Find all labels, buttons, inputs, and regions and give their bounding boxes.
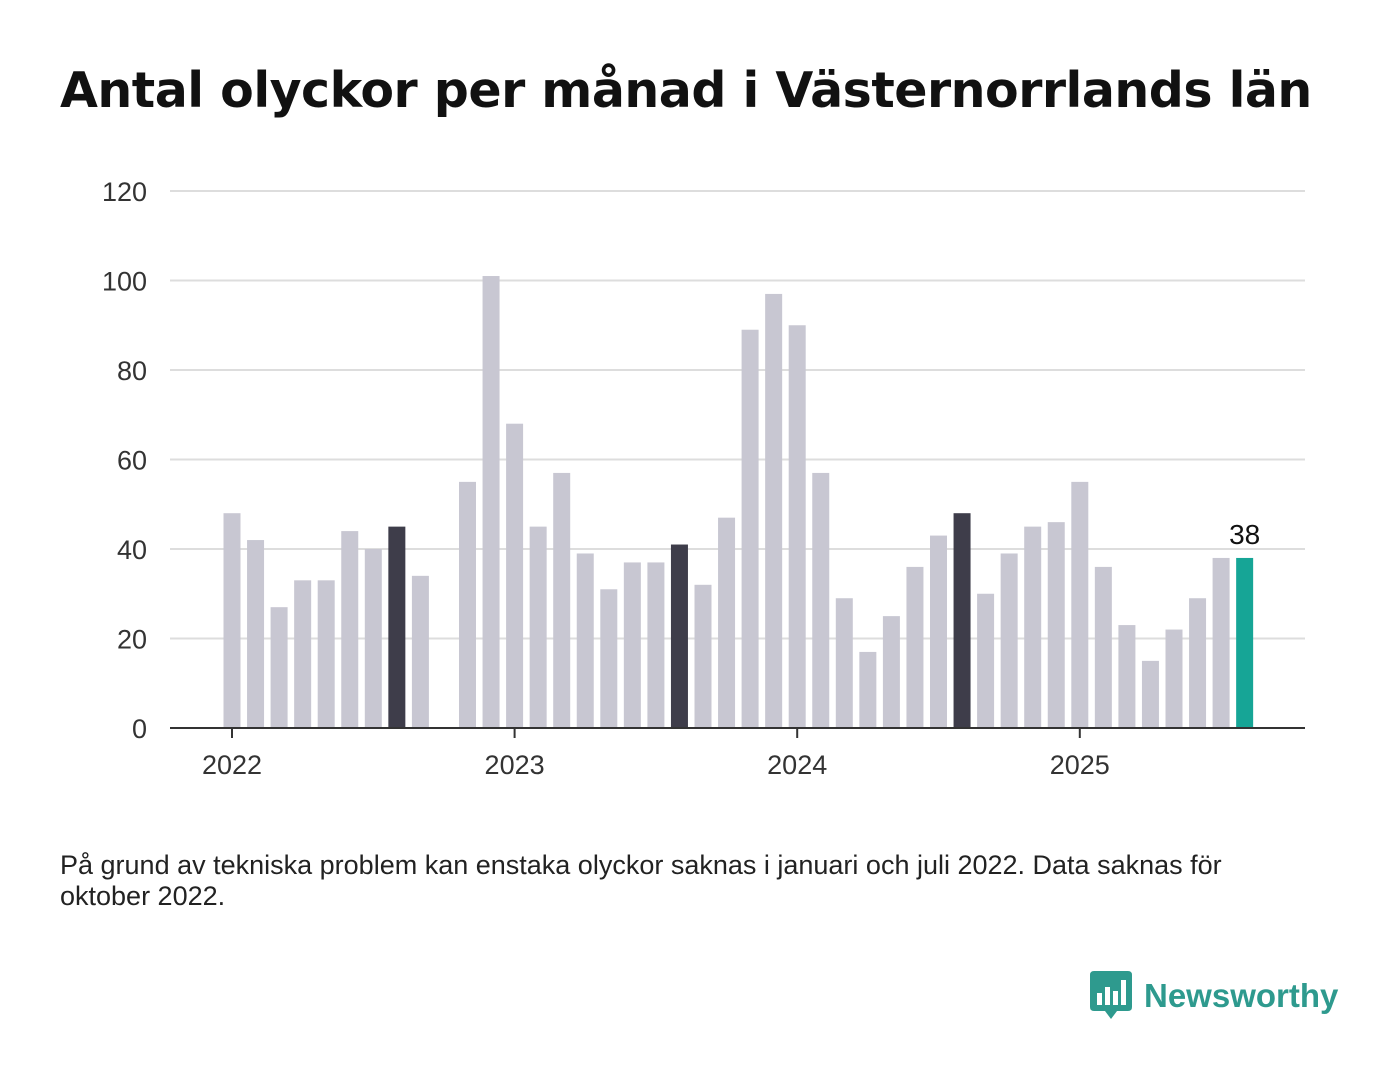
chart-title: Antal olyckor per månad i Västernorrland… — [60, 62, 1312, 119]
bar-2023-02 — [529, 526, 547, 728]
bar-2025-06 — [1189, 598, 1207, 728]
bars — [223, 276, 1254, 728]
bar-2024-04 — [859, 651, 877, 728]
y-tick-label: 0 — [132, 714, 147, 744]
bar-2024-01 — [788, 325, 806, 728]
bar-2022-06 — [341, 531, 359, 728]
bar-chart: 0 20 40 60 80 100 120 2022 2023 2024 2025 38 — [102, 177, 1305, 780]
y-tick-label: 100 — [102, 267, 147, 297]
bar-2023-12 — [765, 293, 783, 728]
bar-2023-08 — [670, 544, 688, 728]
bar-2023-06 — [623, 562, 641, 728]
bar-2024-05 — [882, 616, 900, 728]
gridlines — [170, 190, 1305, 640]
x-tick-label: 2023 — [485, 750, 545, 780]
bar-2022-11 — [459, 481, 476, 728]
bar-2023-07 — [647, 562, 665, 728]
bar-2025-03 — [1118, 625, 1136, 728]
bar-2024-08 — [953, 513, 971, 728]
bar-2024-09 — [977, 593, 995, 728]
bar-2024-02 — [812, 472, 830, 728]
footnote: På grund av tekniska problem kan enstaka… — [60, 850, 1222, 911]
newsworthy-logo: Newsworthy — [1090, 970, 1338, 1022]
x-tick-label: 2025 — [1050, 750, 1110, 780]
bar-2023-10 — [718, 517, 736, 728]
y-tick-label: 40 — [117, 535, 147, 565]
bar-2024-10 — [1000, 553, 1018, 728]
x-tick-label: 2024 — [767, 750, 827, 780]
bar-2023-01 — [506, 423, 524, 728]
x-tick-label: 2022 — [202, 750, 262, 780]
bar-2023-03 — [553, 472, 571, 728]
bar-2022-01 — [223, 513, 241, 728]
bar-2024-12 — [1047, 522, 1065, 728]
y-tick-label: 60 — [117, 446, 147, 476]
bar-2022-12 — [482, 276, 500, 728]
axes: 0 20 40 60 80 100 120 2022 2023 2024 2025 — [102, 177, 1305, 780]
bar-2022-05 — [317, 580, 335, 728]
bar-2022-07 — [364, 549, 382, 728]
bar-2022-08 — [388, 526, 406, 728]
bar-2025-01 — [1071, 481, 1089, 728]
bar-2024-07 — [930, 535, 947, 728]
y-tick-label: 120 — [102, 177, 147, 207]
bar-2023-05 — [600, 589, 618, 728]
logo-text: Newsworthy — [1144, 977, 1339, 1014]
bar-2023-04 — [576, 553, 594, 728]
current-value-label: 38 — [1229, 519, 1260, 550]
bar-2025-07 — [1212, 557, 1230, 728]
bar-2023-11 — [741, 329, 759, 728]
y-tick-label: 20 — [117, 625, 147, 655]
bar-2025-02 — [1094, 566, 1112, 728]
bar-2022-02 — [247, 540, 265, 728]
bar-2023-09 — [694, 584, 712, 728]
bar-2025-04 — [1141, 660, 1159, 728]
bar-2024-03 — [835, 598, 853, 728]
bar-2024-06 — [906, 566, 924, 728]
bar-2025-08 — [1236, 557, 1254, 728]
bar-2024-11 — [1024, 526, 1042, 728]
bar-2022-04 — [294, 580, 312, 728]
bar-chart-speech-bubble-icon — [1090, 971, 1132, 1019]
y-tick-label: 80 — [117, 356, 147, 386]
bar-2022-03 — [270, 607, 288, 728]
bar-2025-05 — [1165, 629, 1183, 728]
bar-2022-09 — [411, 575, 429, 728]
